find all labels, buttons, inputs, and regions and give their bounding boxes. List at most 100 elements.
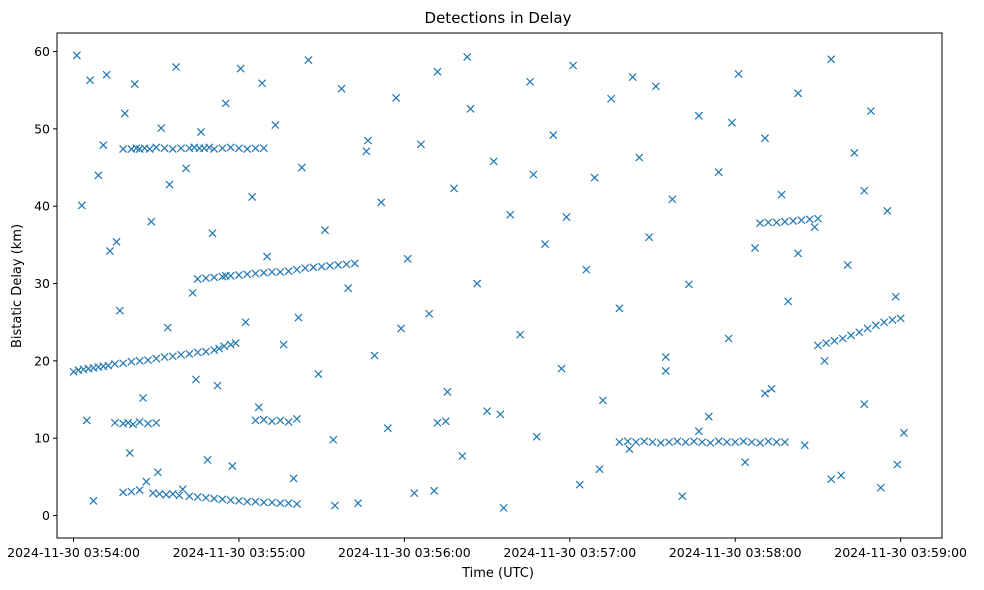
data-point-x-marker — [284, 267, 293, 276]
data-point-x-marker — [172, 63, 181, 72]
data-point-x-marker — [147, 217, 156, 226]
data-point-x-marker — [891, 292, 900, 301]
data-point-x-marker — [780, 217, 789, 226]
data-point-x-marker — [575, 480, 584, 489]
data-point-x-marker — [651, 82, 660, 91]
data-point-x-marker — [449, 184, 459, 193]
data-point-x-marker — [764, 218, 773, 227]
data-point-x-marker — [77, 201, 86, 210]
data-markers — [69, 51, 908, 512]
y-axis: 0 10 20 30 40 50 60 — [34, 44, 57, 523]
data-point-x-marker — [259, 498, 268, 507]
data-point-x-marker — [871, 321, 880, 330]
data-point-x-marker — [152, 418, 161, 427]
data-point-x-marker — [175, 491, 184, 500]
data-point-x-marker — [751, 243, 760, 253]
data-point-x-marker — [259, 268, 268, 277]
data-point-x-marker — [441, 417, 450, 426]
data-point-x-marker — [706, 438, 715, 447]
data-point-x-marker — [813, 341, 822, 350]
data-point-x-marker — [350, 259, 359, 268]
data-point-x-marker — [883, 206, 892, 215]
data-point-x-marker — [276, 416, 285, 425]
data-point-x-marker — [724, 334, 733, 343]
data-point-x-marker — [218, 144, 227, 153]
data-point-x-marker — [276, 267, 285, 276]
data-point-x-marker — [259, 415, 268, 424]
data-point-x-marker — [466, 104, 475, 113]
data-point-x-marker — [598, 396, 607, 405]
data-point-x-marker — [731, 438, 740, 447]
y-axis-label: Bistatic Delay (km) — [10, 224, 25, 348]
data-point-x-marker — [127, 487, 136, 496]
data-point-x-marker — [843, 260, 852, 270]
data-point-x-marker — [863, 324, 872, 333]
data-point-x-marker — [168, 489, 177, 498]
data-point-x-marker — [301, 264, 310, 273]
data-point-x-marker — [416, 140, 425, 149]
data-point-x-marker — [789, 216, 798, 225]
data-point-x-marker — [714, 168, 723, 177]
data-point-x-marker — [876, 483, 885, 492]
data-point-x-marker — [221, 99, 230, 108]
data-point-x-marker — [681, 438, 690, 447]
data-point-x-marker — [292, 265, 301, 274]
data-point-x-marker — [496, 410, 505, 419]
data-point-x-marker — [615, 438, 624, 447]
data-point-x-marker — [210, 346, 219, 355]
x-tick-label: 2024-11-30 03:58:00 — [669, 545, 802, 560]
data-point-x-marker — [297, 163, 306, 172]
data-point-x-marker — [279, 340, 288, 349]
data-point-x-marker — [772, 438, 781, 447]
data-point-x-marker — [756, 438, 765, 447]
data-point-x-marker — [205, 143, 214, 152]
data-point-x-marker — [325, 261, 334, 270]
series-track-flat-47.5 — [119, 143, 268, 154]
series-track-flat-38 — [756, 214, 822, 228]
data-point-x-marker — [82, 416, 91, 425]
data-point-x-marker — [157, 124, 166, 133]
data-point-x-marker — [182, 164, 191, 173]
data-point-x-marker — [124, 418, 133, 427]
data-point-x-marker — [526, 77, 535, 86]
data-point-x-marker — [210, 494, 219, 503]
data-point-x-marker — [631, 438, 640, 447]
data-point-x-marker — [678, 492, 687, 501]
data-point-x-marker — [135, 417, 144, 427]
data-point-x-marker — [72, 51, 81, 60]
data-point-x-marker — [362, 147, 371, 156]
data-point-x-marker — [625, 445, 634, 454]
series-track-flat-12 — [110, 414, 450, 429]
data-point-x-marker — [168, 144, 177, 154]
data-point-x-marker — [794, 249, 803, 258]
data-point-x-marker — [243, 144, 252, 154]
data-point-x-marker — [562, 213, 571, 222]
data-point-x-marker — [640, 437, 649, 446]
data-point-x-marker — [110, 418, 119, 427]
data-point-x-marker — [177, 350, 186, 359]
data-point-x-marker — [292, 414, 301, 423]
data-point-x-marker — [226, 143, 235, 152]
data-point-x-marker — [557, 364, 566, 373]
data-point-x-marker — [234, 144, 243, 153]
data-point-x-marker — [714, 437, 723, 446]
data-point-x-marker — [694, 427, 703, 436]
y-tick-label: 30 — [34, 276, 50, 291]
data-point-x-marker — [292, 499, 301, 508]
data-point-x-marker — [215, 344, 224, 353]
data-point-x-marker — [168, 352, 177, 361]
data-point-x-marker — [661, 353, 670, 362]
x-tick-label: 2024-11-30 03:57:00 — [503, 545, 636, 560]
data-point-x-marker — [185, 492, 194, 501]
data-point-x-marker — [569, 61, 578, 70]
data-point-x-marker — [135, 486, 144, 495]
data-point-x-marker — [226, 496, 235, 505]
data-point-x-marker — [143, 356, 153, 365]
series-track-descending-3-to-1.5 — [119, 486, 301, 508]
data-point-x-marker — [193, 492, 202, 502]
data-point-x-marker — [243, 497, 252, 506]
data-point-x-marker — [231, 339, 240, 348]
data-point-x-marker — [99, 141, 108, 150]
data-point-x-marker — [896, 314, 905, 323]
